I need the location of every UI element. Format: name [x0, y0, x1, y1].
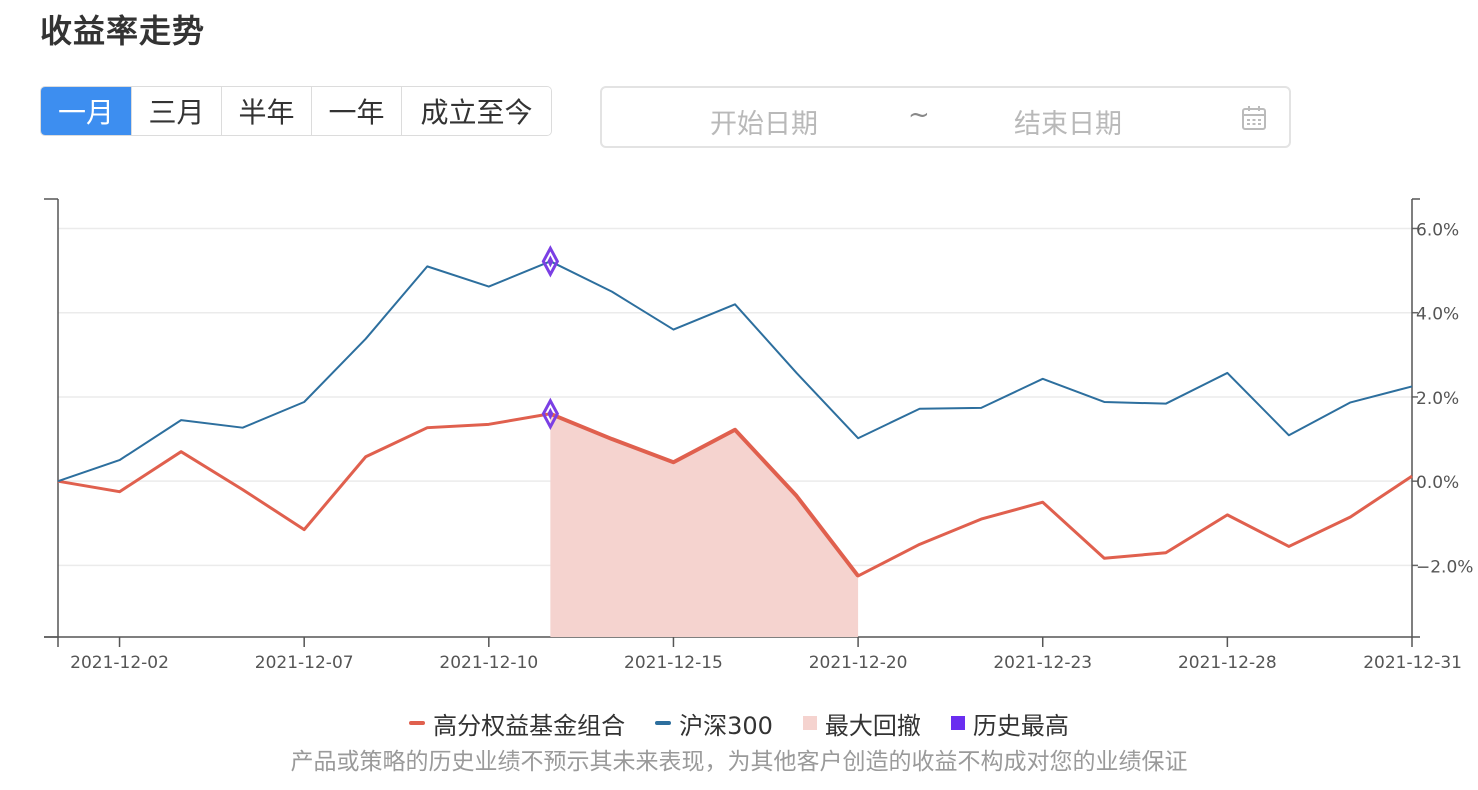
- y-tick-label: −2.0%: [1416, 557, 1473, 577]
- historical-high-marker: [541, 397, 560, 430]
- start-date-input[interactable]: 开始日期: [710, 109, 818, 140]
- y-tick-label: 6.0%: [1416, 220, 1459, 240]
- drawdown-segment: [549, 411, 860, 578]
- chart-legend: 高分权益基金组合 沪深300 最大回撤 历史最高: [0, 706, 1478, 740]
- y-tick-label: 4.0%: [1416, 305, 1459, 325]
- x-tick-label: 2021-12-23: [993, 653, 1092, 673]
- tab-one-year[interactable]: 一年: [311, 87, 401, 135]
- historical-high-marker-core: [547, 407, 554, 420]
- legend-portfolio-swatch: [409, 721, 426, 725]
- x-tick-label: 2021-12-28: [1178, 653, 1277, 673]
- legend-portfolio-label: 高分权益基金组合: [433, 711, 626, 740]
- tab-half-year[interactable]: 半年: [221, 87, 311, 135]
- x-tick-label: 2021-12-15: [624, 653, 723, 673]
- date-separator: ~: [908, 100, 930, 130]
- legend-index[interactable]: 沪深300: [655, 706, 773, 741]
- x-tick-label: 2021-12-31: [1363, 653, 1462, 673]
- legend-portfolio[interactable]: 高分权益基金组合: [409, 706, 625, 741]
- calendar-icon[interactable]: [1240, 104, 1268, 132]
- historical-high-marker: [541, 245, 560, 278]
- legend-peak[interactable]: 历史最高: [950, 706, 1069, 741]
- tab-one-month[interactable]: 一月: [41, 87, 131, 135]
- date-range-picker[interactable]: 开始日期 ~ 结束日期: [600, 86, 1291, 148]
- return-trend-chart: 6.0% 4.0% 2.0% 0.0% −2.0% 2021-12-02 2021-12-0…: [44, 198, 1473, 673]
- legend-index-swatch: [655, 721, 672, 725]
- x-tick-label: 2021-12-02: [70, 653, 169, 673]
- historical-high-marker-core: [547, 255, 554, 268]
- page-title: 收益率走势: [40, 12, 206, 50]
- y-tick-label: 0.0%: [1416, 473, 1459, 493]
- legend-index-label: 沪深300: [679, 711, 773, 740]
- legend-drawdown[interactable]: 最大回撤: [802, 706, 921, 741]
- index-line: [57, 260, 1413, 483]
- x-tick-label: 2021-12-20: [809, 653, 908, 673]
- tab-three-months[interactable]: 三月: [131, 87, 221, 135]
- end-date-input[interactable]: 结束日期: [1014, 109, 1122, 140]
- period-tabs: 一月 三月 半年 一年 成立至今: [40, 86, 552, 136]
- disclaimer: 产品或策略的历史业绩不预示其未来表现，为其他客户创造的收益不构成对您的业绩保证: [290, 749, 1188, 775]
- legend-peak-swatch: [950, 716, 965, 730]
- x-tick-label: 2021-12-07: [255, 653, 354, 673]
- tab-since-inception[interactable]: 成立至今: [401, 87, 551, 135]
- y-tick-label: 2.0%: [1416, 389, 1459, 409]
- legend-drawdown-swatch: [802, 716, 817, 730]
- x-tick-label: 2021-12-10: [439, 653, 538, 673]
- legend-drawdown-label: 最大回撤: [824, 711, 921, 740]
- legend-peak-label: 历史最高: [972, 711, 1069, 740]
- max-drawdown-area: [550, 413, 859, 637]
